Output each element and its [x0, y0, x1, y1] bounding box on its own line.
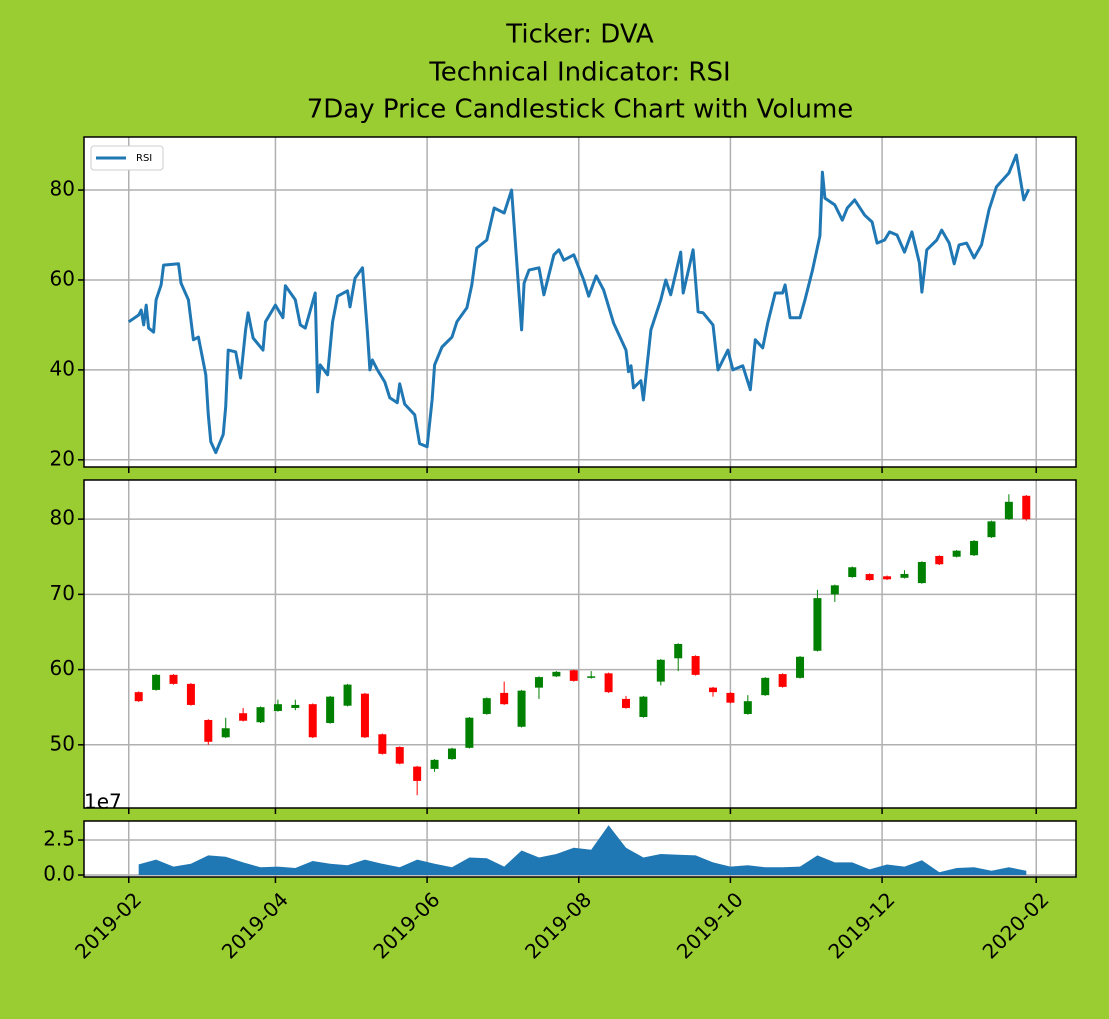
candle-body: [691, 656, 700, 675]
candle-body: [204, 719, 213, 742]
candle-body: [970, 540, 979, 556]
candle-body: [674, 644, 683, 659]
candle-body: [308, 704, 317, 738]
x-tick-label: 2019-06: [368, 887, 444, 963]
candle-body: [291, 704, 300, 708]
candle-body: [134, 692, 143, 702]
candle-body: [465, 717, 474, 748]
candle-body: [604, 673, 613, 693]
plot-frame: [83, 136, 1077, 468]
plot-frame: [83, 820, 1077, 878]
candle-body: [517, 690, 526, 727]
candle-body: [865, 574, 874, 581]
y-tick-label: 2.5: [43, 827, 75, 851]
candle-body: [848, 567, 857, 578]
y-tick-label: 50: [50, 731, 75, 755]
candle-body: [360, 693, 369, 738]
candle-body: [256, 707, 265, 723]
candle-body: [273, 704, 282, 711]
offset-text: 1e7: [84, 790, 122, 814]
y-tick-label: 60: [50, 656, 75, 680]
legend-box: [90, 145, 164, 171]
candle-body: [796, 656, 805, 678]
candle-body: [552, 671, 561, 677]
x-tick-label: 2019-10: [672, 887, 748, 963]
candle-body: [239, 713, 248, 721]
plot-area: [84, 480, 1076, 808]
volume-area: [138, 825, 1027, 876]
x-tick-label: 2020-02: [978, 887, 1054, 963]
candle-body: [1004, 501, 1013, 520]
candle-body: [883, 576, 892, 580]
y-tick-label: 20: [50, 446, 75, 470]
candle-body: [900, 574, 909, 578]
candle-body: [726, 692, 735, 703]
y-tick-label: 0.0: [43, 862, 75, 886]
candle-body: [656, 659, 665, 682]
y-tick-label: 40: [50, 356, 75, 380]
y-tick-label: 70: [50, 581, 75, 605]
candle-body: [169, 674, 178, 684]
plot-frame: [83, 479, 1077, 809]
candle-body: [1022, 495, 1031, 520]
title-line: Ticker: DVA: [505, 20, 654, 50]
candle-body: [534, 677, 543, 688]
candle-body: [413, 766, 422, 781]
candle-body: [761, 677, 770, 696]
candle-body: [152, 674, 161, 690]
plot-area: [84, 137, 1076, 467]
candle-body: [500, 692, 509, 705]
candle-body: [395, 747, 404, 764]
candle-body: [830, 585, 839, 595]
candle-body: [743, 701, 752, 714]
candle-body: [952, 550, 961, 557]
rsi-line: [127, 153, 1031, 455]
candle-body: [621, 698, 630, 708]
candle-body: [326, 696, 335, 723]
candle-body: [587, 676, 596, 678]
candle-body: [917, 562, 926, 584]
candle-body: [639, 696, 648, 717]
candle-body: [569, 670, 578, 681]
title-line: Technical Indicator: RSI: [428, 58, 730, 88]
candle-body: [987, 521, 996, 538]
legend-label: RSI: [136, 153, 152, 164]
y-tick-label: 60: [50, 266, 75, 290]
candle-body: [778, 674, 787, 687]
y-tick-label: 80: [50, 177, 75, 201]
candle-body: [935, 555, 944, 565]
title-line: 7Day Price Candlestick Chart with Volume: [307, 95, 854, 125]
x-tick-label: 2019-08: [520, 887, 596, 963]
candle-body: [482, 698, 491, 714]
candle-body: [343, 684, 352, 706]
candle-body: [447, 748, 456, 760]
candle-body: [430, 759, 439, 769]
candle-body: [813, 598, 822, 651]
candle-body: [709, 687, 718, 693]
candle-body: [221, 728, 230, 738]
x-tick-label: 2019-12: [823, 887, 899, 963]
candle-body: [378, 734, 387, 754]
x-tick-label: 2019-02: [70, 887, 146, 963]
y-tick-label: 80: [50, 506, 75, 530]
x-tick-label: 2019-04: [217, 887, 293, 963]
candle-body: [186, 683, 195, 705]
